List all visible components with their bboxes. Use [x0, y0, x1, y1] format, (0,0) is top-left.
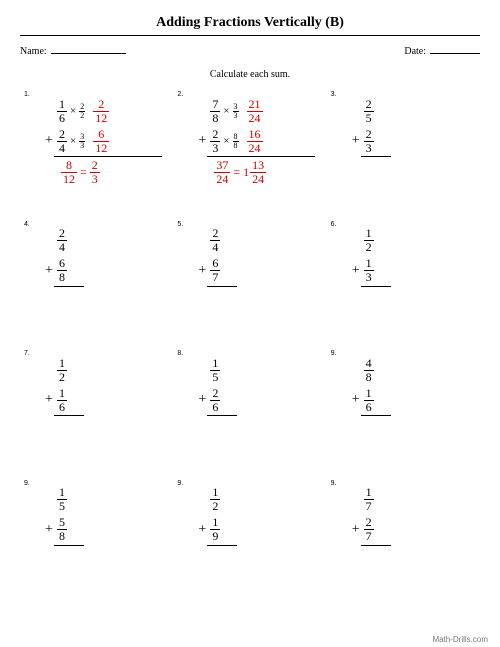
problem: 9.17+27	[327, 477, 480, 607]
header-line: Name: Date:	[20, 44, 480, 57]
worksheet-title: Adding Fractions Vertically (B)	[20, 15, 480, 36]
problem-number: 9.	[24, 480, 30, 487]
problem: 7.12+16	[20, 347, 173, 477]
problem: 9.48+16	[327, 347, 480, 477]
problem: 2.78×332124+23×8816243724=11324	[173, 88, 326, 218]
problem: 3.25+23	[327, 88, 480, 218]
problem-number: 9.	[177, 480, 183, 487]
problem-number: 6.	[331, 221, 337, 228]
problem-number: 9.	[331, 350, 337, 357]
footer-text: Math-Drills.com	[432, 635, 488, 644]
problem-number: 9.	[331, 480, 337, 487]
date-label: Date:	[404, 46, 426, 57]
name-underline	[51, 44, 126, 54]
date-underline	[430, 44, 480, 54]
problem: 4.24+68	[20, 218, 173, 348]
problem: 8.15+26	[173, 347, 326, 477]
problem-number: 7.	[24, 350, 30, 357]
problem-number: 5.	[177, 221, 183, 228]
instruction-text: Calculate each sum.	[20, 69, 480, 80]
problem: 9.12+19	[173, 477, 326, 607]
problem-number: 4.	[24, 221, 30, 228]
problem-number: 1.	[24, 91, 30, 98]
problem: 5.24+67	[173, 218, 326, 348]
problem-number: 2.	[177, 91, 183, 98]
problem: 9.15+58	[20, 477, 173, 607]
date-field: Date:	[404, 44, 480, 57]
problem-number: 8.	[177, 350, 183, 357]
problem-grid: 1.16×22212+24×33612812=232.78×332124+23×…	[20, 88, 480, 606]
problem: 6.12+13	[327, 218, 480, 348]
name-field: Name:	[20, 44, 126, 57]
name-label: Name:	[20, 46, 47, 57]
problem: 1.16×22212+24×33612812=23	[20, 88, 173, 218]
problem-number: 3.	[331, 91, 337, 98]
